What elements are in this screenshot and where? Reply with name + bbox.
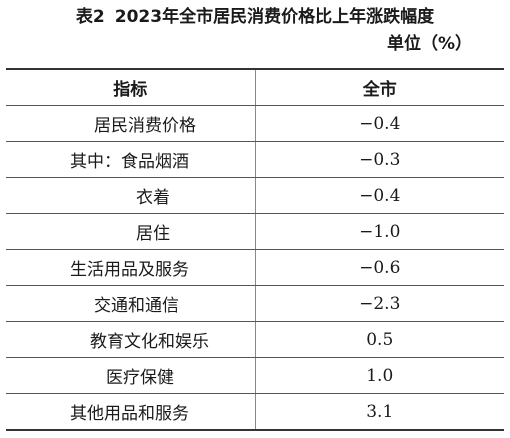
table-row: 居住 −1.0 — [6, 213, 504, 250]
row-label: 衣着 — [6, 177, 256, 214]
row-value: 0.5 — [254, 321, 504, 358]
row-value: −0.6 — [254, 249, 504, 286]
row-value: −0.3 — [254, 141, 504, 178]
row-value: −2.3 — [254, 285, 504, 322]
row-label: 交通和通信 — [6, 285, 256, 322]
row-label: 教育文化和娱乐 — [6, 321, 256, 358]
row-label: 居民消费价格 — [6, 105, 256, 142]
row-label: 居住 — [6, 213, 256, 250]
table-number: 表2 — [75, 7, 105, 27]
table-row: 其他用品和服务 3.1 — [6, 393, 504, 431]
row-value: −1.0 — [254, 213, 504, 250]
table-header-row: 指标 全市 — [6, 68, 504, 106]
row-value: −0.4 — [254, 177, 504, 214]
table-title: 表2 2023年全市居民消费价格比上年涨跌幅度 — [0, 6, 510, 28]
row-label: 医疗保健 — [6, 357, 256, 394]
table-row: 居民消费价格 −0.4 — [6, 105, 504, 142]
row-label: 生活用品及服务 — [6, 249, 256, 286]
row-value: 1.0 — [254, 357, 504, 394]
row-value: −0.4 — [254, 105, 504, 142]
row-value: 3.1 — [254, 393, 504, 431]
price-change-table: 指标 全市 居民消费价格 −0.4 其中：食品烟酒 −0.3 衣着 −0.4 居… — [6, 68, 504, 431]
table-title-text: 2023年全市居民消费价格比上年涨跌幅度 — [114, 7, 435, 27]
table-row: 衣着 −0.4 — [6, 177, 504, 214]
header-city: 全市 — [254, 68, 504, 106]
table-row: 其中：食品烟酒 −0.3 — [6, 141, 504, 178]
row-label: 其中：食品烟酒 — [6, 141, 256, 178]
table-row: 教育文化和娱乐 0.5 — [6, 321, 504, 358]
unit-label: 单位（%） — [386, 34, 472, 54]
table-row: 生活用品及服务 −0.6 — [6, 249, 504, 286]
header-indicator: 指标 — [6, 68, 256, 106]
row-label: 其他用品和服务 — [6, 393, 256, 431]
table-row: 交通和通信 −2.3 — [6, 285, 504, 322]
table-row: 医疗保健 1.0 — [6, 357, 504, 394]
